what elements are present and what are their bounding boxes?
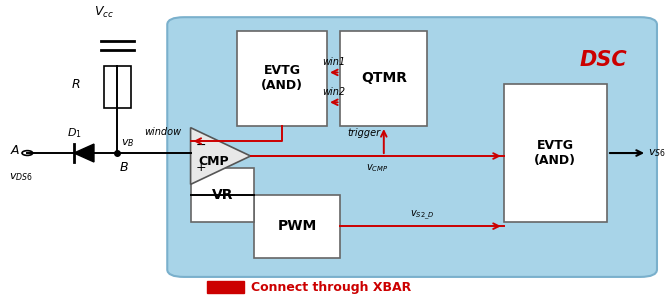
- FancyBboxPatch shape: [104, 67, 131, 108]
- Polygon shape: [74, 144, 94, 162]
- Text: $v_{S2\_D}$: $v_{S2\_D}$: [410, 208, 435, 222]
- Text: win1: win1: [322, 57, 346, 67]
- Text: $+$: $+$: [195, 161, 206, 175]
- FancyBboxPatch shape: [191, 168, 254, 222]
- FancyBboxPatch shape: [340, 31, 427, 126]
- Text: EVTG
(AND): EVTG (AND): [534, 139, 576, 167]
- FancyBboxPatch shape: [504, 84, 607, 222]
- Text: EVTG
(AND): EVTG (AND): [261, 64, 303, 92]
- Text: QTMR: QTMR: [361, 71, 407, 85]
- Text: $A$: $A$: [10, 143, 21, 157]
- Text: $v_{CMP}$: $v_{CMP}$: [366, 162, 389, 174]
- Text: window: window: [144, 127, 181, 136]
- Text: PWM: PWM: [278, 219, 317, 233]
- FancyBboxPatch shape: [238, 31, 327, 126]
- Text: $v_{S6}$: $v_{S6}$: [648, 147, 666, 159]
- Text: VR: VR: [211, 188, 233, 202]
- Polygon shape: [191, 128, 250, 184]
- Text: trigger: trigger: [348, 128, 380, 138]
- Text: CMP: CMP: [199, 155, 229, 169]
- FancyBboxPatch shape: [207, 281, 244, 293]
- Text: $B$: $B$: [119, 161, 129, 174]
- Text: Connect through XBAR: Connect through XBAR: [250, 281, 411, 294]
- Text: $-$: $-$: [195, 138, 206, 151]
- FancyBboxPatch shape: [167, 17, 657, 277]
- Text: win2: win2: [322, 87, 346, 97]
- FancyBboxPatch shape: [254, 195, 340, 257]
- Text: $R$: $R$: [71, 78, 81, 91]
- Text: $D_1$: $D_1$: [66, 126, 81, 140]
- Text: DSC: DSC: [580, 50, 627, 70]
- Text: $v_{DS6}$: $v_{DS6}$: [9, 171, 33, 183]
- Text: $V_{cc}$: $V_{cc}$: [94, 5, 114, 20]
- Text: $v_B$: $v_B$: [121, 137, 134, 148]
